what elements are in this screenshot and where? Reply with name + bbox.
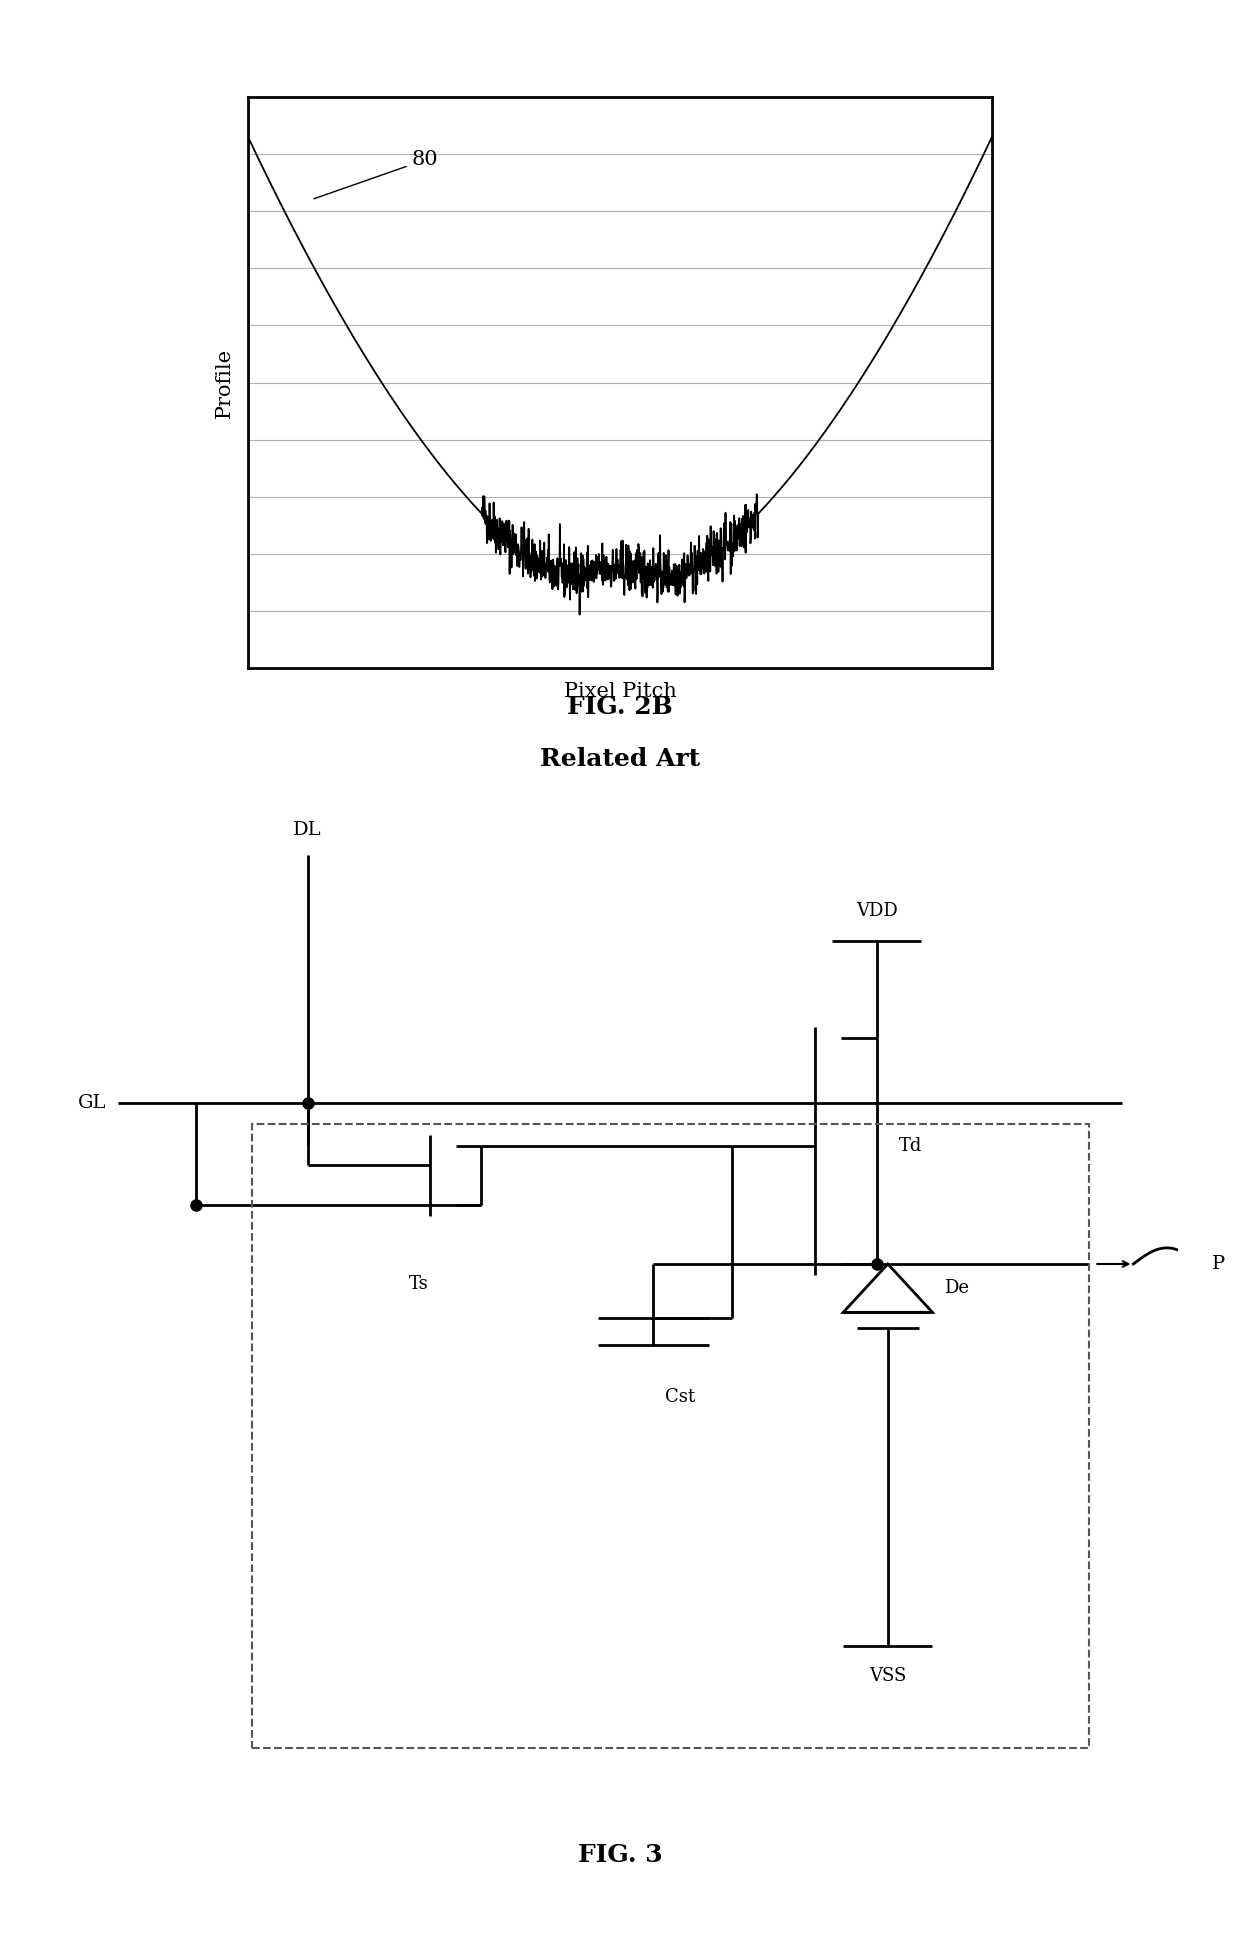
Text: FIG. 3: FIG. 3 <box>578 1844 662 1867</box>
Text: Related Art: Related Art <box>539 748 701 771</box>
Text: VDD: VDD <box>856 903 898 920</box>
Text: P: P <box>1211 1255 1225 1273</box>
X-axis label: Pixel Pitch: Pixel Pitch <box>564 682 676 701</box>
Text: DL: DL <box>293 821 322 839</box>
Y-axis label: Profile: Profile <box>215 347 234 418</box>
Text: GL: GL <box>78 1094 107 1112</box>
Text: Ts: Ts <box>409 1275 429 1292</box>
Text: De: De <box>944 1278 968 1298</box>
Text: VSS: VSS <box>869 1668 906 1685</box>
Bar <box>252 1123 1089 1747</box>
Text: Td: Td <box>899 1137 923 1154</box>
Text: 80: 80 <box>314 151 438 200</box>
Text: FIG. 2B: FIG. 2B <box>567 695 673 719</box>
Text: Cst: Cst <box>665 1387 694 1406</box>
